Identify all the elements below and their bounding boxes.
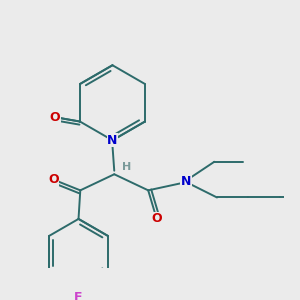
Text: O: O bbox=[50, 112, 60, 124]
Text: O: O bbox=[48, 173, 59, 186]
Text: N: N bbox=[107, 134, 118, 147]
Text: O: O bbox=[152, 212, 163, 225]
Text: N: N bbox=[181, 175, 191, 188]
Text: H: H bbox=[122, 162, 131, 172]
Text: F: F bbox=[74, 291, 83, 300]
